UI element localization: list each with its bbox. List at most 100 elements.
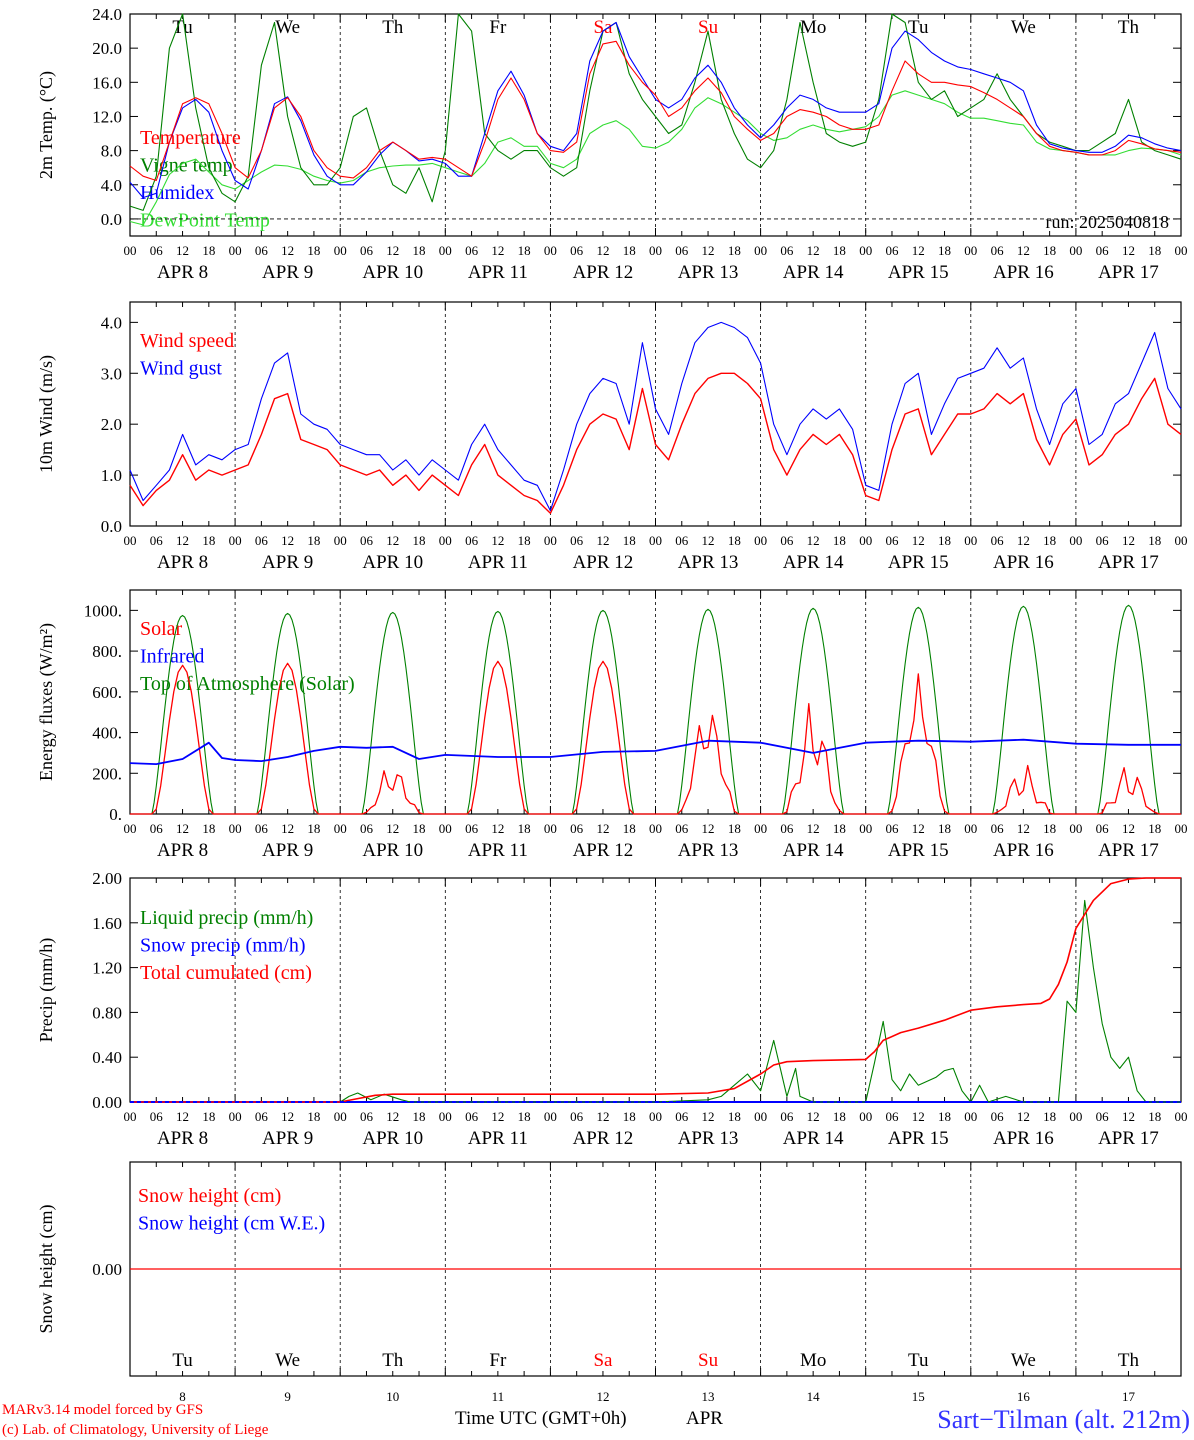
hour-tick-label: 00 <box>754 533 767 548</box>
series-infrared <box>129 738 1181 765</box>
wind-frame <box>129 301 1182 527</box>
hour-tick-label: 18 <box>728 1109 741 1124</box>
hour-tick-label: 00 <box>334 243 347 258</box>
run-label: run: 2025040818 <box>1046 212 1170 232</box>
hour-tick-label: 00 <box>859 821 872 836</box>
hour-tick-label: 12 <box>596 243 609 258</box>
weekday-label: Mo <box>800 17 826 38</box>
hour-tick-label: 12 <box>491 1109 504 1124</box>
credit-line-1: MARv3.14 model forced by GFS <box>2 1402 203 1418</box>
legend-entry: Top of Atmosphere (Solar) <box>140 673 355 695</box>
y-tick-label: 24.0 <box>92 5 122 24</box>
hour-tick-label: 00 <box>544 1109 557 1124</box>
y-tick-label: 400. <box>92 724 122 743</box>
hour-tick-label: 00 <box>1175 533 1188 548</box>
y-axis-label: Energy fluxes (W/m²) <box>36 623 57 781</box>
legend-entry: Solar <box>140 618 183 640</box>
hour-tick-label: 12 <box>912 821 925 836</box>
y-tick-label: 12.0 <box>92 107 122 126</box>
y-tick-label: 8.0 <box>101 142 122 161</box>
hour-tick-label: 06 <box>255 243 269 258</box>
hour-tick-label: 18 <box>938 243 951 258</box>
hour-tick-label: 18 <box>1043 243 1056 258</box>
y-tick-label: 1.0 <box>101 466 122 485</box>
hour-tick-label: 00 <box>124 1109 137 1124</box>
hour-tick-label: 12 <box>281 243 294 258</box>
series-humidex <box>129 21 1182 199</box>
precip-legend: Liquid precip (mm/h) Snow precip (mm/h) To… <box>140 907 313 984</box>
hour-tick-label: 06 <box>885 1109 899 1124</box>
hour-tick-label: 00 <box>754 821 767 836</box>
y-tick-label: 0.80 <box>92 1003 122 1022</box>
y-tick-label: 4.0 <box>101 313 122 332</box>
hour-tick-label: 12 <box>912 1109 925 1124</box>
hour-tick-label: 00 <box>649 1109 662 1124</box>
hour-tick-label: 06 <box>360 1109 374 1124</box>
date-label: APR 16 <box>993 1128 1054 1149</box>
station-label: Sart−Tilman (alt. 212m) <box>937 1405 1190 1434</box>
hour-tick-label: 18 <box>202 1109 215 1124</box>
date-label: APR 12 <box>573 1128 634 1149</box>
y-tick-label: 1.20 <box>92 959 122 978</box>
day-number-label: 15 <box>912 1389 925 1404</box>
hour-tick-label: 00 <box>1175 821 1188 836</box>
hour-tick-label: 06 <box>991 533 1005 548</box>
y-tick-label: 0.00 <box>92 1093 122 1112</box>
y-axis-label: 2m Temp. (°C) <box>36 71 57 179</box>
date-label: APR 8 <box>157 840 208 861</box>
hour-tick-label: 12 <box>1017 1109 1030 1124</box>
hour-tick-label: 00 <box>439 243 452 258</box>
hour-tick-label: 18 <box>1148 243 1161 258</box>
weekday-label: Fr <box>489 1350 507 1371</box>
hour-tick-label: 12 <box>176 243 189 258</box>
footer: MARv3.14 model forced by GFS (c) Lab. of … <box>2 1402 1190 1438</box>
weekday-label: Tu <box>172 1350 193 1371</box>
hour-tick-label: 18 <box>1043 821 1056 836</box>
hour-tick-label: 18 <box>518 821 531 836</box>
date-label: APR 14 <box>783 840 844 861</box>
hour-tick-label: 12 <box>386 821 399 836</box>
legend-entry: Snow height (cm W.E.) <box>138 1213 325 1235</box>
hour-tick-label: 18 <box>728 243 741 258</box>
hour-tick-label: 06 <box>150 533 164 548</box>
hour-tick-label: 12 <box>281 821 294 836</box>
date-label: APR 9 <box>262 262 313 283</box>
hour-tick-label: 06 <box>150 1109 164 1124</box>
hour-tick-label: 06 <box>780 1109 794 1124</box>
hour-tick-label: 00 <box>859 243 872 258</box>
hour-tick-label: 18 <box>307 821 320 836</box>
day-number-label: 10 <box>386 1389 399 1404</box>
date-label: APR 10 <box>362 1128 423 1149</box>
date-label: APR 8 <box>157 262 208 283</box>
hour-tick-label: 00 <box>544 821 557 836</box>
hour-tick-label: 00 <box>229 533 242 548</box>
wind-legend: Wind speed Wind gust <box>140 330 234 380</box>
hour-tick-label: 06 <box>991 821 1005 836</box>
y-tick-label: 0. <box>109 805 122 824</box>
hour-tick-label: 12 <box>807 533 820 548</box>
legend-entry: Liquid precip (mm/h) <box>140 907 313 929</box>
hour-tick-label: 06 <box>150 821 164 836</box>
weekday-label: Tu <box>908 17 929 38</box>
hour-tick-label: 06 <box>360 533 374 548</box>
y-axis-label: Precip (mm/h) <box>36 938 57 1042</box>
hour-tick-label: 06 <box>465 533 479 548</box>
hour-tick-label: 18 <box>307 243 320 258</box>
weekday-label: We <box>275 1350 300 1371</box>
date-label: APR 17 <box>1098 1128 1159 1149</box>
day-number-label: 14 <box>807 1389 821 1404</box>
hour-tick-label: 06 <box>570 533 584 548</box>
hour-tick-label: 00 <box>544 533 557 548</box>
hour-tick-label: 18 <box>202 243 215 258</box>
hour-tick-label: 12 <box>807 821 820 836</box>
hour-tick-label: 12 <box>702 243 715 258</box>
hour-tick-label: 18 <box>623 533 636 548</box>
hour-tick-label: 00 <box>439 821 452 836</box>
hour-tick-label: 00 <box>1069 243 1082 258</box>
hour-tick-label: 18 <box>307 533 320 548</box>
hour-tick-label: 00 <box>544 243 557 258</box>
hour-tick-label: 06 <box>570 821 584 836</box>
hour-tick-label: 12 <box>1017 821 1030 836</box>
hour-tick-label: 12 <box>386 533 399 548</box>
